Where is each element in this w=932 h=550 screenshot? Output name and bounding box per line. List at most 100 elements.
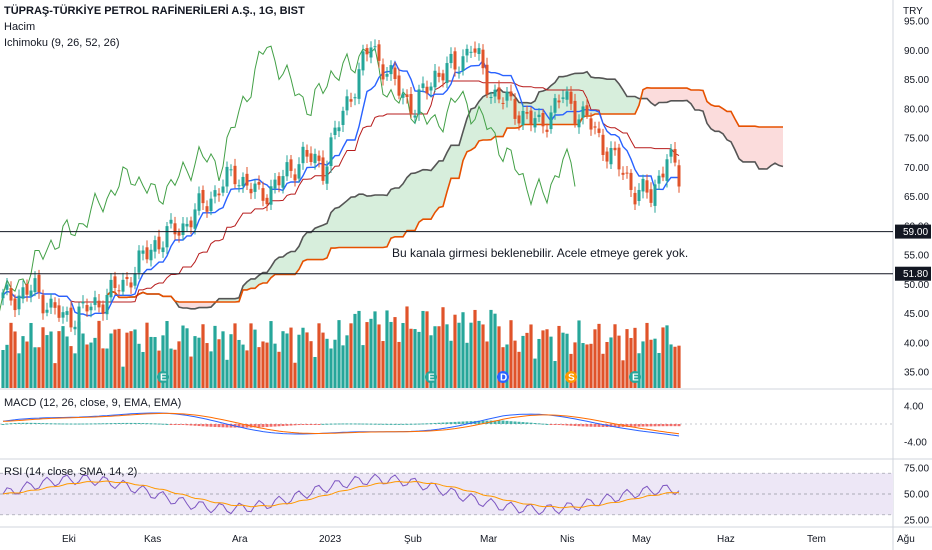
cloud-segment [659,88,663,103]
ichimoku-legend[interactable]: Ichimoku (9, 26, 52, 26) [4,37,120,49]
y-tick-label: 70.00 [904,163,929,174]
volume-bar [165,321,169,388]
macd-histogram-bar [481,420,485,424]
candle-body [229,169,233,171]
candle-body [121,279,125,292]
cloud-segment [331,208,335,249]
candle-body [129,282,133,288]
kijun-sen-line [2,80,680,303]
cloud-segment [307,232,311,260]
candle-body [237,185,241,187]
y-tick-label: 90.00 [904,46,929,57]
volume-bar [93,337,97,388]
volume-bar [217,339,221,388]
candle-body [597,128,601,133]
cloud-segment [347,197,351,248]
candle-body [453,51,457,70]
cloud-segment [767,127,771,170]
cloud-segment [655,88,659,106]
volume-bar [389,321,393,388]
macd-legend[interactable]: MACD (12, 26, close, 9, EMA, EMA) [4,397,182,409]
volume-bar [69,346,73,388]
macd-histogram-bar [341,423,345,425]
candle-body [413,115,417,118]
candle-body [105,294,109,315]
macd-histogram-bar [597,424,601,427]
macd-histogram-bar [241,424,245,428]
volume-bar [677,345,681,388]
volume-bar [545,329,549,388]
candle-body [393,67,397,80]
candle-body [77,306,81,328]
cloud-segment [327,212,331,258]
candle-body [441,73,445,81]
event-badge [565,371,577,383]
volume-bar [365,322,369,388]
cloud-segment [755,126,759,169]
macd-histogram-bar [561,424,565,426]
volume-bar [641,341,645,388]
volume-bar [85,344,89,388]
volume-bar [457,322,461,388]
cloud-segment [611,79,615,115]
candle-body [93,297,97,305]
cloud-segment [675,88,679,101]
volume-bar [449,340,453,388]
macd-histogram-bar [609,424,613,428]
macd-histogram-bar [117,422,121,424]
macd-histogram-bar [313,424,317,425]
x-tick-label: Nis [560,534,574,545]
candle-body [69,307,73,328]
macd-histogram-bar [129,422,133,424]
volume-bar [9,322,13,388]
chart-annotation[interactable]: Bu kanala girmesi beklenebilir. Acele et… [392,246,689,260]
candle-body [1,292,5,299]
rsi-legend[interactable]: RSI (14, close, SMA, 14, 2) [4,466,138,478]
event-badge [497,371,509,383]
cloud-segment [275,257,279,275]
macd-histogram-bar [613,424,617,428]
macd-histogram-bar [5,423,9,425]
volume-bar [25,341,29,388]
candle-body [277,176,281,186]
volume-bar [213,325,217,388]
cloud-segment [687,88,691,104]
candle-body [493,89,497,97]
cloud-segment [731,111,735,150]
candle-body [189,220,193,228]
volume-bar [185,328,189,388]
cloud-segment [283,253,287,275]
volume-bar [113,329,117,388]
volume-bar [209,351,213,388]
volume-bar [281,331,285,388]
candle-body [353,97,357,99]
macd-histogram-bar [105,423,109,425]
cloud-segment [455,145,459,179]
candle-body [217,193,221,196]
volume-bar [445,324,449,388]
event-badge-label: E [632,373,639,384]
cloud-segment [303,232,307,262]
candle-body [273,179,277,189]
macd-histogram-bar [513,421,517,424]
volume-bar [277,351,281,388]
candle-body [41,295,45,314]
cloud-segment [735,119,739,159]
macd-histogram-bar [457,421,461,424]
volume-bar [29,322,33,388]
cloud-segment [187,302,191,309]
candle-body [657,175,661,184]
macd-histogram-bar [61,423,65,425]
macd-histogram-bar [153,423,157,425]
macd-histogram-bar [541,423,545,425]
volume-bar [89,342,93,388]
y-tick-label: 65.00 [904,192,929,203]
volume-legend[interactable]: Hacim [4,21,36,33]
macd-y-tick: -4.00 [904,438,927,449]
candle-body [565,91,569,100]
event-badge [425,371,437,383]
candle-body [305,149,309,157]
candle-body [617,147,621,170]
candle-body [213,190,217,197]
